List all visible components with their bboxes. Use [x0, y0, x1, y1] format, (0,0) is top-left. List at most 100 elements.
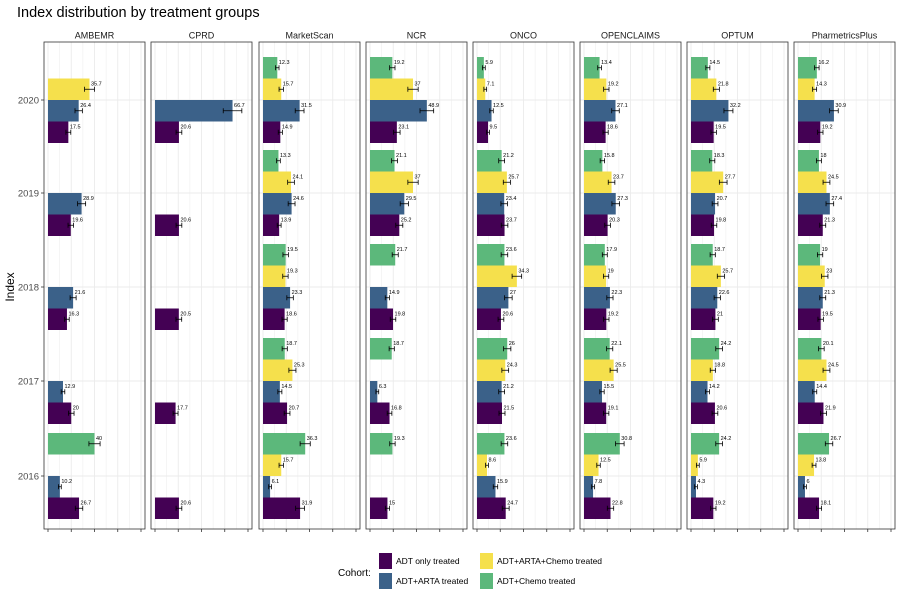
error-bar: [607, 179, 616, 185]
legend-key: [379, 553, 392, 569]
bar-ncr-2020-s0: [370, 121, 397, 143]
data-label: 20.6: [180, 500, 191, 506]
error-bar: [58, 484, 62, 490]
bar-pharmetricsplus-2019-s0: [798, 214, 823, 236]
bar-ncr-2019-s1: [370, 193, 405, 215]
bar-onco-2017-s2: [477, 359, 506, 381]
facet-strip-label: NCR: [407, 31, 427, 41]
data-label: 16.8: [391, 405, 402, 411]
bar-onco-2018-s3: [477, 244, 505, 266]
data-label: 6: [806, 479, 809, 485]
bar-ambemr-2017-s0: [48, 402, 72, 424]
bar-ambemr-2016-s1: [48, 476, 60, 498]
error-bar: [817, 316, 824, 322]
bar-cprd-2017-s0: [155, 402, 176, 424]
data-label: 12.3: [279, 60, 290, 66]
error-bar: [175, 129, 183, 135]
legend-key: [480, 553, 493, 569]
error-bar: [715, 441, 723, 447]
data-label: 19: [608, 268, 614, 274]
bar-ncr-2019-s0: [370, 214, 400, 236]
data-label: 14.5: [281, 384, 292, 390]
data-label: 27: [510, 290, 516, 296]
data-label: 25.7: [722, 268, 733, 274]
error-bar: [482, 65, 486, 71]
error-bar: [294, 108, 305, 114]
bar-optum-2016-s0: [691, 497, 714, 519]
error-bar: [64, 316, 70, 322]
bar-marketscan-2019-s2: [263, 171, 292, 193]
bar-ncr-2020-s2: [370, 78, 414, 100]
bar-marketscan-2017-s3: [263, 338, 285, 360]
bar-openclaims-2017-s0: [584, 402, 607, 424]
data-label: 23.6: [506, 247, 517, 253]
error-bar: [288, 367, 297, 373]
bar-openclaims-2018-s1: [584, 287, 610, 309]
error-bar: [705, 65, 711, 71]
facet-onco: ONCO 23.6 8.6 15.9 24.7 26 24.3 21.2 21.5 23.6 34.…: [472, 28, 575, 532]
data-label: 19.5: [287, 247, 298, 253]
error-bar: [603, 273, 610, 279]
data-label: 22.8: [612, 500, 623, 506]
bar-optum-2019-s3: [691, 150, 713, 172]
error-bar: [282, 252, 289, 258]
chart-title: Index distribution by treatment groups: [17, 5, 260, 21]
error-bar: [812, 389, 818, 395]
data-label: 15.7: [283, 457, 294, 463]
bar-onco-2020-s0: [477, 121, 489, 143]
error-bar: [597, 65, 602, 71]
error-bar: [818, 346, 825, 352]
bar-cprd-2019-s0: [155, 214, 179, 236]
bar-marketscan-2019-s3: [263, 150, 279, 172]
error-bar: [281, 316, 288, 322]
bar-ncr-2017-s3: [370, 338, 392, 360]
data-label: 18.6: [607, 124, 618, 130]
error-bar: [498, 158, 506, 164]
bar-optum-2020-s3: [691, 57, 708, 79]
error-bar: [386, 410, 393, 416]
facet-strip: [259, 28, 360, 42]
data-label: 32.2: [730, 103, 741, 109]
data-label: 20.5: [180, 311, 191, 317]
bar-ncr-2018-s0: [370, 308, 394, 330]
error-bar: [483, 86, 488, 92]
error-bar: [710, 505, 717, 511]
error-bar: [222, 108, 243, 114]
bar-optum-2018-s3: [691, 244, 713, 266]
bar-optum-2017-s3: [691, 338, 720, 360]
bar-marketscan-2016-s3: [263, 433, 306, 455]
data-label: 21.2: [503, 384, 514, 390]
bar-cprd-2020-s0: [155, 121, 179, 143]
data-label: 20.7: [289, 405, 300, 411]
facet-strip-label: AMBEMR: [75, 31, 115, 41]
error-bar: [500, 252, 509, 258]
data-label: 15.7: [283, 81, 294, 87]
error-bar: [175, 505, 183, 511]
facet-optum: OPTUM 24.2 5.9 4.3 19.2 24.2 18.8 14.2 20.6 18.7 2…: [686, 28, 789, 532]
data-label: 37: [415, 81, 421, 87]
legend-label: ADT+ARTA treated: [396, 576, 468, 586]
facet-strip: [473, 28, 574, 42]
data-label: 15.5: [604, 384, 615, 390]
bar-openclaims-2020-s2: [584, 78, 607, 100]
bar-ambemr-2019-s1: [48, 193, 82, 215]
data-label: 18.7: [286, 341, 297, 347]
error-bar: [278, 86, 284, 92]
error-bar: [829, 108, 839, 114]
error-bar: [395, 222, 404, 228]
data-label: 21.1: [396, 153, 407, 159]
error-bar: [389, 65, 396, 71]
bar-openclaims-2017-s2: [584, 359, 614, 381]
data-label: 30.9: [835, 103, 846, 109]
error-bar: [485, 462, 489, 468]
error-bar: [498, 389, 506, 395]
error-bar: [604, 222, 611, 228]
y-tick-label: 2018: [18, 283, 39, 294]
data-label: 31.5: [301, 103, 312, 109]
error-bar: [407, 179, 419, 185]
bar-onco-2016-s1: [477, 476, 496, 498]
error-bar: [705, 389, 710, 395]
data-label: 26: [509, 341, 515, 347]
facet-panels: AMBEMR 40 10.2 26.7 12.9 20 21.6 16.3 28.9 19.6 35…: [43, 28, 896, 532]
bar-optum-2016-s2: [691, 454, 698, 476]
